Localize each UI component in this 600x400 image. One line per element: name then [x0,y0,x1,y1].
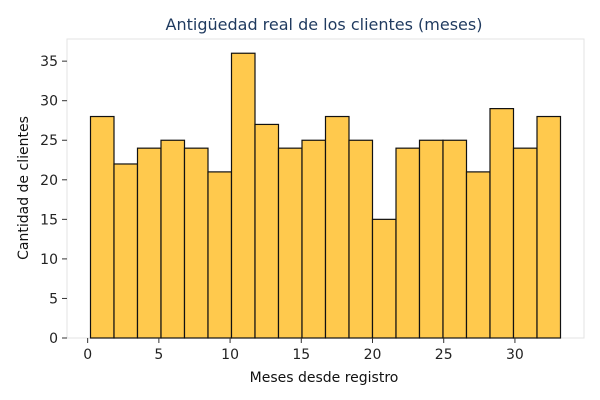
chart-title: Antigüedad real de los clientes (meses) [166,15,483,34]
x-tick-label: 0 [83,347,92,363]
y-tick-label: 35 [40,54,58,70]
x-axis-title: Meses desde registro [250,370,399,386]
y-tick-label: 25 [40,133,58,149]
histogram-bar [136,147,162,339]
y-axis: 0 5 10 15 20 25 30 35 [40,54,67,347]
histogram-bar [113,163,139,339]
x-tick-label: 20 [364,347,382,363]
bars-group [89,52,562,339]
histogram-bar [89,115,115,339]
x-axis: 0 5 10 15 20 25 30 [83,338,524,363]
x-tick-label: 5 [154,347,163,363]
histogram-bar [371,218,397,339]
x-tick-label: 25 [435,347,453,363]
y-tick-label: 0 [49,331,58,347]
histogram-bar [465,171,491,339]
histogram-bar [160,139,186,339]
histogram-bar [418,139,444,339]
histogram-bar [183,147,209,339]
y-tick-label: 15 [40,212,58,228]
x-tick-label: 15 [292,347,310,363]
y-tick-label: 20 [40,173,58,189]
histogram-bar [348,139,374,339]
histogram-bar [489,108,515,339]
x-tick-label: 30 [506,347,524,363]
histogram-bar [536,115,562,339]
histogram-bar [442,139,468,339]
x-tick-label: 10 [221,347,239,363]
histogram-bar [395,147,421,339]
histogram-bar [207,171,233,339]
y-tick-label: 10 [40,252,58,268]
histogram-bar [277,147,303,339]
y-axis-title: Cantidad de clientes [16,116,32,260]
histogram-bar [512,147,538,339]
y-tick-label: 30 [40,94,58,110]
histogram-bar [324,115,350,339]
histogram-bar [254,123,280,339]
histogram-bar [230,52,256,339]
histogram-bar [301,139,327,339]
y-tick-label: 5 [49,291,58,307]
